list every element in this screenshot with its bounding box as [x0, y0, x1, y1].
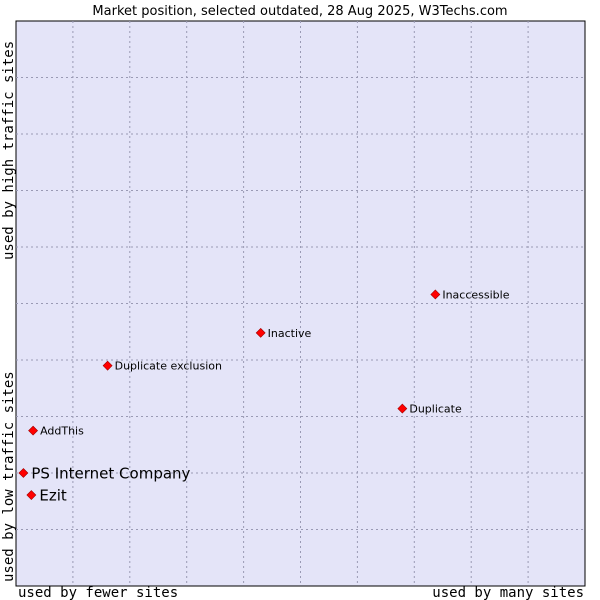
point-marker: [430, 289, 441, 300]
point-label: AddThis: [40, 425, 84, 438]
data-point: Ezit: [26, 487, 67, 505]
point-marker: [18, 468, 29, 478]
point-label: Duplicate: [409, 403, 462, 416]
data-point: Inactive: [255, 327, 312, 340]
data-point: Duplicate: [397, 403, 462, 416]
data-point: PS Internet Company: [18, 465, 191, 483]
point-label: Duplicate exclusion: [115, 360, 222, 373]
point-label: Inaccessible: [442, 288, 509, 301]
x-axis-label-right: used by many sites: [432, 585, 584, 600]
point-marker: [26, 490, 37, 500]
y-axis-label-bottom: used by low traffic sites: [1, 371, 17, 582]
x-axis-label-left: used by fewer sites: [18, 585, 178, 600]
data-point: AddThis: [28, 425, 84, 438]
point-marker: [28, 425, 38, 436]
point-marker: [102, 360, 113, 371]
point-label: Inactive: [268, 327, 312, 340]
point-marker: [397, 403, 408, 414]
chart-title: Market position, selected outdated, 28 A…: [92, 4, 507, 19]
point-label: PS Internet Company: [31, 465, 190, 483]
data-point: Duplicate exclusion: [102, 360, 222, 373]
y-axis-label-top: used by high traffic sites: [1, 41, 17, 260]
point-label: Ezit: [39, 487, 67, 505]
point-marker: [255, 327, 266, 338]
data-point: Inaccessible: [430, 288, 510, 301]
grid-lines: [16, 21, 585, 586]
data-points: Inaccessible Inactive Duplicate exclusion D…: [18, 288, 510, 505]
